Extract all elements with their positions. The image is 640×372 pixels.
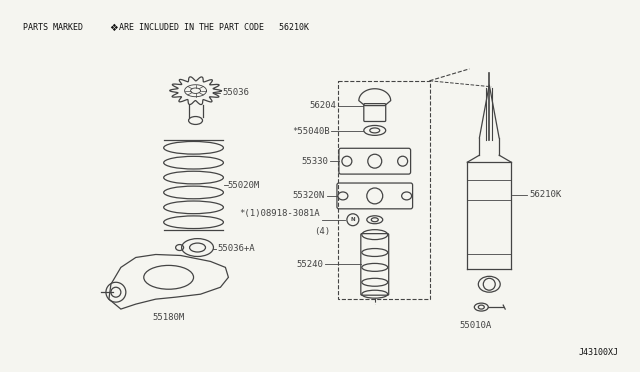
Text: 55036+A: 55036+A — [218, 244, 255, 253]
Text: 55036: 55036 — [223, 88, 250, 97]
Text: *(1)08918-3081A: *(1)08918-3081A — [239, 209, 320, 218]
Text: N: N — [351, 217, 355, 222]
Text: 55180M: 55180M — [153, 312, 185, 321]
Text: 55320N: 55320N — [292, 192, 325, 201]
Text: 56204: 56204 — [309, 101, 336, 110]
Text: J43100XJ: J43100XJ — [579, 348, 619, 357]
Text: ARE INCLUDED IN THE PART CODE   56210K: ARE INCLUDED IN THE PART CODE 56210K — [119, 23, 309, 32]
Text: ❖: ❖ — [109, 23, 118, 33]
Text: PARTS MARKED: PARTS MARKED — [23, 23, 83, 32]
Text: 56210K: 56210K — [529, 190, 561, 199]
Text: 55240: 55240 — [296, 260, 323, 269]
Text: 55010A: 55010A — [459, 321, 492, 330]
Text: 55020M: 55020M — [227, 180, 260, 189]
Text: *55040B: *55040B — [292, 127, 330, 136]
Text: 55330: 55330 — [301, 157, 328, 166]
Text: (4): (4) — [314, 227, 330, 236]
